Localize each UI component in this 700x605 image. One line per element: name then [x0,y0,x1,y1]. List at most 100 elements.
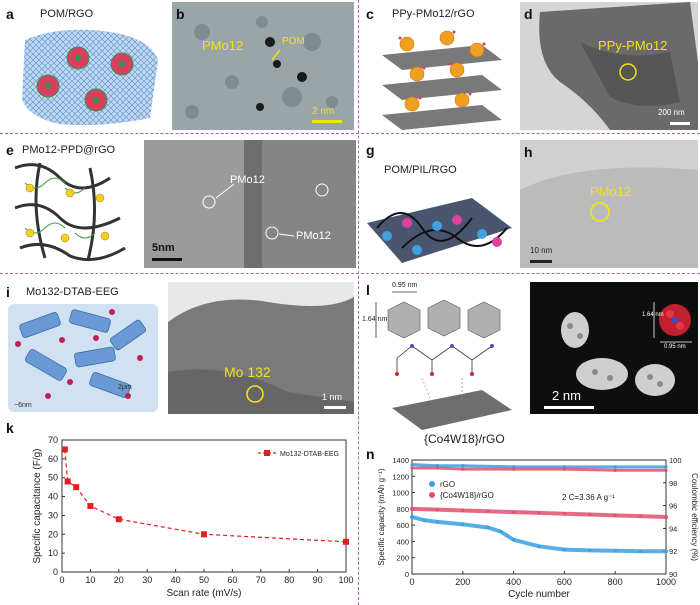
data-point [664,465,668,469]
dim-label-1: 0.95 nm [392,282,418,289]
data-point [639,549,643,553]
x-tick-label: 80 [284,575,294,585]
data-point [73,484,80,491]
scale-label: 10 nm [530,246,553,255]
data-point [87,503,94,509]
data-point [201,531,207,538]
panel-title: PMo12-PPD@rGO [22,144,116,156]
y-tick-label: 800 [396,505,409,514]
size-note-2: 2μm [118,384,132,391]
y-tick-label: 0 [53,567,58,577]
dim-label-2: 0.95 nm [664,344,686,350]
scale-label: 200 nm [658,108,685,117]
data-point [115,516,122,523]
size-note-1: ~6nm [14,402,32,409]
panel-g: g POM/PIL/RGO [362,138,518,270]
layered-schematic [382,30,502,130]
y-tick-label: 10 [48,548,58,558]
y-right-tick-label: 90 [669,570,677,579]
scale-bar [670,122,690,125]
panel-n-chart: n 0 200 400 600 800 1000 0 200 400 600 800 1000 1200… [362,446,700,605]
panel-letter: n [366,446,375,462]
panel-letter: a [6,6,14,22]
x-tick-label: 70 [256,575,266,585]
x-tick-label: 400 [506,577,521,587]
data-point [461,464,465,468]
data-point [537,511,541,515]
data-point [461,508,465,513]
scale-bar [530,260,552,263]
pil-schematic [367,198,512,263]
data-point [410,507,414,511]
pmo12-label: PMo12 [202,38,244,53]
row-divider-1 [0,133,700,134]
data-point [499,530,503,534]
pmo12-label-1: PMo12 [230,174,265,186]
x-tick-label: 50 [199,575,209,585]
data-point [512,538,516,542]
x-tick-label: 600 [557,577,572,587]
data-point [664,468,668,472]
y-tick-label: 600 [396,521,409,530]
co4w18-schematic [375,291,512,430]
y-right-tick-label: 96 [669,502,677,511]
y-axis-label: Specific capacity (mAh g⁻¹) [377,468,386,565]
data-point [435,520,439,524]
scale-bar [544,406,594,409]
panel-letter: c [366,6,374,22]
ppd-schematic [14,162,126,262]
data-point [64,478,71,485]
panel-l: l 0.95 nm 1.64 nm {Co4W18}/rGO [362,278,528,448]
data-point [588,512,592,517]
x-tick-label: 1000 [656,577,676,587]
y-axis-label: Specific capacitance (F/g) [32,448,43,563]
y-tick-label: 400 [396,537,409,546]
data-point [343,538,349,545]
scale-bar [312,120,342,123]
panel-title: {Co4W18}/rGO [424,432,505,446]
scale-label: 2 nm [552,388,581,403]
data-point [423,518,427,522]
ppy-pmo12-label: PPy-PMo12 [598,38,668,53]
x-tick-label: 0 [409,577,414,587]
column-divider [358,0,359,605]
data-point [613,549,617,553]
panel-f-tem-image: f PMo12 PMo12 5nm [144,140,356,268]
row-divider-2 [0,273,700,274]
x-tick-label: 200 [455,577,470,587]
dim-label-2: 1.64 nm [362,316,388,323]
legend-label: {Co4W18}/rGO [440,491,494,500]
x-tick-label: 30 [142,575,152,585]
data-point [588,548,592,552]
panel-letter: g [366,142,375,158]
panel-letter: l [366,282,370,298]
y-tick-label: 30 [48,510,58,520]
panel-b-tem-image: b PMo12 POM 2 nm [172,2,354,130]
scale-label: 1 nm [322,392,343,402]
data-point [613,465,617,469]
panel-a: a POM/RGO [0,0,170,132]
chart-k-svg: 0 10 20 30 40 50 60 70 80 90 100 0 10 20 30 40 50 60 70 Sca… [32,435,354,599]
eeg-schematic [8,304,158,412]
data-point [562,512,566,516]
data-point [562,547,566,552]
legend-marker [264,450,270,456]
data-point [562,467,566,471]
series-line [64,449,347,543]
x-tick-label: 100 [338,575,353,585]
panel-j-tem-image: j Mo 132 1 nm [168,282,354,414]
scale-bar [152,258,182,261]
x-tick-label: 20 [114,575,124,585]
panel-h-tem-image: h PMo12 10 nm [520,140,698,268]
y-tick-label: 1400 [392,456,409,465]
legend-label: rGO [440,480,455,489]
plot-frame [61,439,347,573]
y-tick-label: 70 [48,435,58,445]
panel-title: PPy-PMo12/rGO [392,8,475,20]
legend-marker [429,492,435,498]
panel-k-chart: k 0 10 20 30 40 50 60 70 80 90 100 0 10 20 30 40 50 60 70 S… [0,420,356,603]
y-tick-label: 40 [48,492,58,502]
legend-label: Mo132-DTAB-EEG [280,451,339,458]
y-tick-label: 60 [48,454,58,464]
panel-letter: d [524,6,533,22]
